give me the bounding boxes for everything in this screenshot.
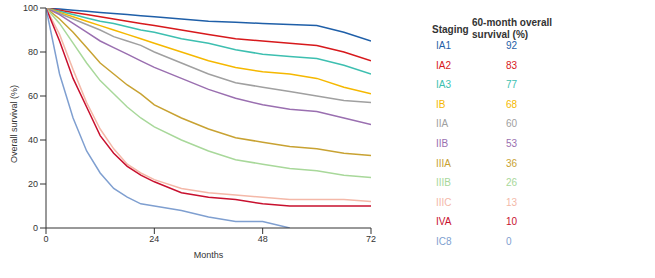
- html-text:IA2: IA2: [436, 59, 451, 71]
- svg-text:24: 24: [149, 234, 159, 244]
- svg-text:0: 0: [43, 234, 48, 244]
- html-text:10: 10: [506, 216, 518, 228]
- svg-text:100: 100: [23, 3, 38, 13]
- html-text:26: 26: [506, 177, 518, 189]
- svg-text:0: 0: [33, 223, 38, 233]
- html-text:60: 60: [506, 118, 518, 130]
- html-text:IA3: IA3: [436, 79, 451, 91]
- html-text:IIIC: IIIC: [436, 196, 452, 208]
- html-text:IC8: IC8: [436, 236, 452, 247]
- html-text:Staging: Staging: [432, 24, 469, 35]
- svg-text:48: 48: [258, 234, 268, 244]
- html-text:IIB: IIB: [436, 138, 449, 149]
- svg-text:72: 72: [366, 234, 376, 244]
- html-text:53: 53: [506, 138, 518, 149]
- html-text:IB: IB: [436, 98, 446, 110]
- html-text:IIIA: IIIA: [436, 157, 451, 169]
- html-text:0: 0: [506, 236, 512, 247]
- svg-text:Overall survival (%): Overall survival (%): [9, 85, 19, 163]
- html-text:IIIB: IIIB: [436, 177, 451, 189]
- html-text:68: 68: [506, 98, 518, 110]
- html-text:60-month overall survival (%): 60-month overall survival (%): [472, 17, 552, 40]
- html-text:13: 13: [506, 196, 518, 208]
- html-text:83: 83: [506, 59, 518, 71]
- svg-text:60: 60: [28, 91, 38, 101]
- html-text:IIA: IIA: [436, 118, 449, 130]
- html-text:IVA: IVA: [436, 216, 452, 228]
- html-text:IA1: IA1: [436, 40, 451, 51]
- html-text:92: 92: [506, 40, 518, 51]
- svg-text:20: 20: [28, 179, 38, 189]
- svg-text:40: 40: [28, 135, 38, 145]
- svg-text:80: 80: [28, 47, 38, 57]
- html-text:36: 36: [506, 157, 518, 169]
- svg-text:Months: Months: [194, 250, 224, 260]
- html-text:77: 77: [506, 79, 518, 91]
